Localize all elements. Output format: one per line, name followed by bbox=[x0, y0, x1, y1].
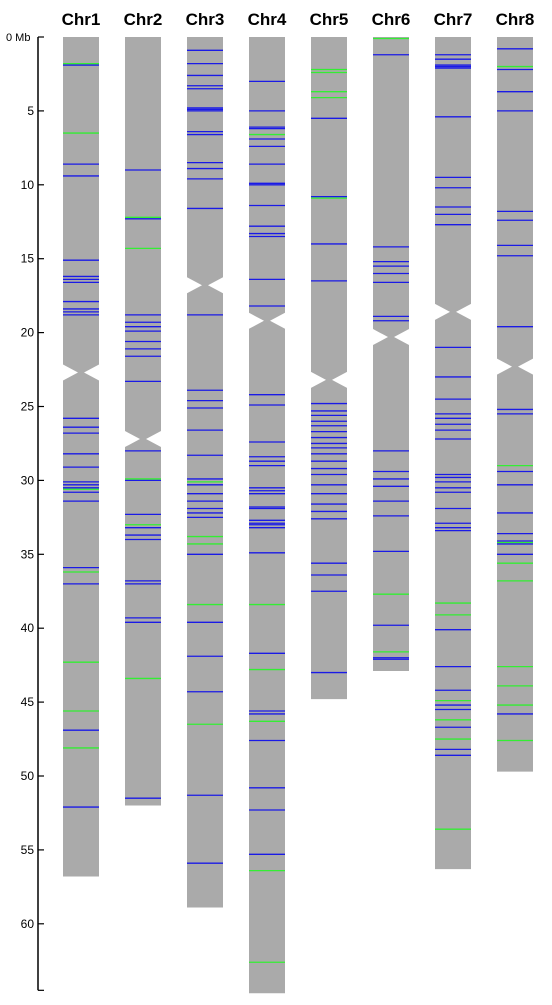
axis-tick-label: 15 bbox=[21, 252, 35, 266]
chromosome-chr1: Chr1 bbox=[62, 10, 101, 877]
position-axis: 0 Mb 5 10 15 20 25 30 35 40 45 50 55 60 bbox=[6, 32, 44, 991]
chromosome-chr2: Chr2 bbox=[124, 10, 163, 806]
axis-tick-label: 45 bbox=[21, 695, 35, 709]
axis-tick-label: 35 bbox=[21, 547, 35, 561]
chromosome-body bbox=[311, 37, 347, 700]
chromosome-chr8: Chr8 bbox=[496, 10, 535, 772]
axis-tick-label: 30 bbox=[21, 473, 35, 487]
chromosome-body bbox=[187, 37, 223, 908]
axis-tick-label: 10 bbox=[21, 178, 35, 192]
axis-tick-label: 50 bbox=[21, 769, 35, 783]
chromosome-label: Chr7 bbox=[434, 10, 473, 29]
chromosome-chr5: Chr5 bbox=[310, 10, 349, 700]
chromosome-label: Chr4 bbox=[248, 10, 287, 29]
chromosome-body bbox=[435, 37, 471, 870]
chromosome-chr7: Chr7 bbox=[434, 10, 473, 870]
chromosome-label: Chr6 bbox=[372, 10, 411, 29]
chromosome-chr4: Chr4 bbox=[248, 10, 287, 994]
chromosome-chr6: Chr6 bbox=[372, 10, 411, 672]
axis-tick-label: 40 bbox=[21, 621, 35, 635]
axis-tick-label: 55 bbox=[21, 843, 35, 857]
axis-tick-label: 60 bbox=[21, 917, 35, 931]
chromosome-body bbox=[63, 37, 99, 877]
chromosome-label: Chr2 bbox=[124, 10, 163, 29]
axis-tick-label: 5 bbox=[27, 104, 34, 118]
chromosomes: Chr1 Chr2 Chr3 Chr4 Chr5 Chr6 Chr7 Chr8 bbox=[62, 10, 535, 994]
chromosome-body bbox=[125, 37, 161, 806]
chromosome-label: Chr1 bbox=[62, 10, 101, 29]
chromosome-label: Chr3 bbox=[186, 10, 225, 29]
chromosome-body bbox=[249, 37, 285, 994]
axis-tick-label: 20 bbox=[21, 326, 35, 340]
chromosome-chr3: Chr3 bbox=[186, 10, 225, 908]
axis-tick-label: 25 bbox=[21, 400, 35, 414]
axis-unit-label: 0 Mb bbox=[6, 32, 30, 44]
chromosome-body bbox=[373, 37, 409, 672]
chromosome-body bbox=[497, 37, 533, 772]
chromosome-label: Chr8 bbox=[496, 10, 535, 29]
chromosome-label: Chr5 bbox=[310, 10, 349, 29]
